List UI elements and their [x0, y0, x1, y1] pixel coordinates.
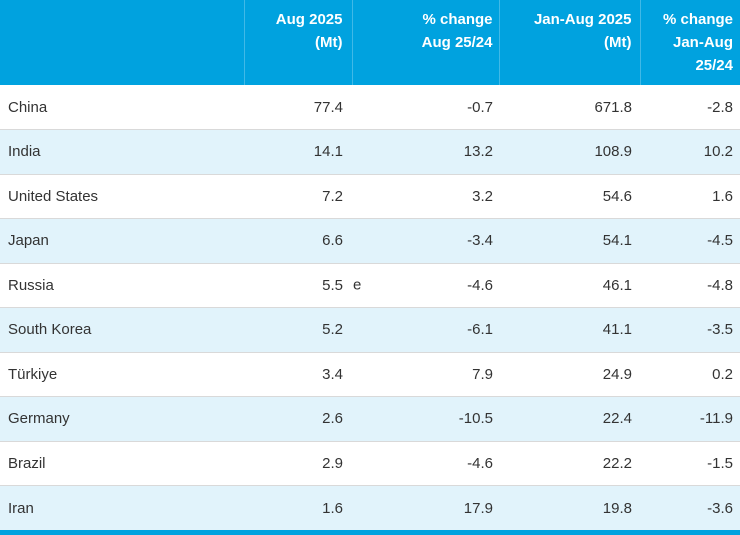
- aug-value: 5.5: [322, 276, 343, 294]
- country-cell: Germany: [0, 396, 244, 441]
- aug-value-cell: 5.5 e: [244, 262, 361, 308]
- aug-value-cell: 14.1: [244, 129, 352, 174]
- col-header-country: [0, 0, 244, 85]
- table-header: Aug 2025 (Mt) % change Aug 25/24 Jan-Aug…: [0, 0, 740, 85]
- pct-change-aug-cell: -0.7: [467, 98, 493, 116]
- pct-change-aug-cell: 3.2: [352, 173, 499, 219]
- table-bottom-border: [0, 530, 740, 535]
- jan-aug-value-cell: 54.6: [499, 173, 640, 219]
- country-cell: Iran: [0, 485, 244, 530]
- pct-change-aug-cell: -10.5: [352, 396, 499, 441]
- table-body: China 77.4 -0.7 671.8 -2.8 India 14.1 13…: [0, 85, 740, 530]
- aug-value: 14.1: [313, 143, 343, 161]
- pct-change-jan-aug-cell: 0.2: [640, 351, 740, 397]
- jan-aug-value-cell: 22.2: [499, 440, 640, 486]
- aug-value-cell: 3.4: [244, 351, 352, 397]
- pct-change-jan-aug-cell: 10.2: [640, 129, 740, 174]
- country-cell: China: [8, 98, 48, 116]
- pct-change-aug-cell: 17.9: [352, 485, 499, 530]
- aug-value: 5.2: [322, 321, 343, 339]
- table-row: United States 7.2 3.2 54.6 1.6: [0, 173, 740, 219]
- jan-aug-value-cell: 108.9: [499, 129, 640, 174]
- aug-value-cell: 5.2: [244, 307, 352, 352]
- table-row: Russia 5.5 e -4.6 46.1 -4.8: [0, 262, 740, 308]
- country-cell: Russia: [0, 262, 244, 308]
- jan-aug-value-cell: 19.8: [499, 485, 640, 530]
- col-header-aug-2025-mt: Aug 2025 (Mt): [243, 0, 352, 85]
- pct-change-jan-aug-cell: -3.5: [640, 307, 740, 352]
- aug-value-cell: 1.6: [244, 485, 352, 530]
- aug-value: 3.4: [322, 365, 343, 383]
- country-cell: Japan: [0, 218, 244, 263]
- pct-change-jan-aug-cell: 1.6: [640, 173, 740, 219]
- pct-change-aug-cell: -3.4: [352, 218, 499, 263]
- pct-change-aug-cell: -4.6: [352, 262, 499, 308]
- pct-change-aug-cell: -4.6: [352, 440, 499, 486]
- header-row: Aug 2025 (Mt) % change Aug 25/24 Jan-Aug…: [0, 0, 740, 85]
- table-row: Iran 1.6 17.9 19.8 -3.6: [0, 485, 740, 530]
- aug-value-cell: 6.6: [244, 218, 352, 263]
- aug-value: 2.9: [322, 454, 343, 472]
- pct-change-jan-aug-cell: -4.5: [640, 218, 740, 263]
- pct-change-aug-cell: 13.2: [352, 129, 499, 174]
- aug-value-cell: 2.6: [244, 396, 352, 441]
- pct-change-jan-aug-cell: -4.8: [640, 262, 740, 308]
- aug-value: 1.6: [322, 499, 343, 517]
- col-header-pct-change-aug: % change Aug 25/24: [351, 0, 499, 85]
- col-header-jan-aug-2025-mt: Jan-Aug 2025 (Mt): [498, 0, 640, 85]
- table-row: India 14.1 13.2 108.9 10.2: [0, 129, 740, 174]
- jan-aug-value-cell: 54.1: [499, 218, 640, 263]
- jan-aug-value-cell: 46.1: [499, 262, 640, 308]
- estimate-flag: e: [353, 276, 362, 294]
- table-row: China 77.4 -0.7 671.8 -2.8: [0, 85, 740, 130]
- pct-change-jan-aug-cell: -1.5: [640, 440, 740, 486]
- table-row: Türkiye 3.4 7.9 24.9 0.2: [0, 351, 740, 397]
- pct-change-aug-cell: -6.1: [352, 307, 499, 352]
- aug-value: 2.6: [322, 410, 343, 428]
- aug-value-cell: 2.9: [244, 440, 352, 486]
- pct-change-jan-aug-cell: -3.6: [640, 485, 740, 530]
- country-cell: India: [0, 129, 244, 174]
- aug-value-cell: 77.4: [244, 85, 352, 130]
- table-row: Germany 2.6 -10.5 22.4 -11.9: [0, 396, 740, 441]
- pct-change-aug-cell: 7.9: [352, 351, 499, 397]
- aug-value: 6.6: [322, 232, 343, 250]
- aug-value: 7.2: [322, 187, 343, 205]
- table-row: South Korea 5.2 -6.1 41.1 -3.5: [0, 307, 740, 352]
- col-header-pct-change-jan-aug: % change Jan-Aug 25/24: [639, 0, 740, 85]
- jan-aug-value-cell: 41.1: [499, 307, 640, 352]
- pct-change-jan-aug-cell: -2.8: [707, 98, 733, 116]
- jan-aug-value-cell: 24.9: [499, 351, 640, 397]
- jan-aug-value-cell: 22.4: [499, 396, 640, 441]
- country-cell: United States: [0, 173, 244, 219]
- country-cell: Türkiye: [0, 351, 244, 397]
- pct-change-jan-aug-cell: -11.9: [640, 396, 740, 441]
- jan-aug-value-cell: 671.8: [594, 98, 632, 116]
- country-cell: Brazil: [0, 440, 244, 486]
- country-cell: South Korea: [0, 307, 244, 352]
- aug-value: 77.4: [313, 98, 343, 116]
- table-row: Brazil 2.9 -4.6 22.2 -1.5: [0, 440, 740, 486]
- aug-value-cell: 7.2: [244, 173, 352, 219]
- table-row: Japan 6.6 -3.4 54.1 -4.5: [0, 218, 740, 263]
